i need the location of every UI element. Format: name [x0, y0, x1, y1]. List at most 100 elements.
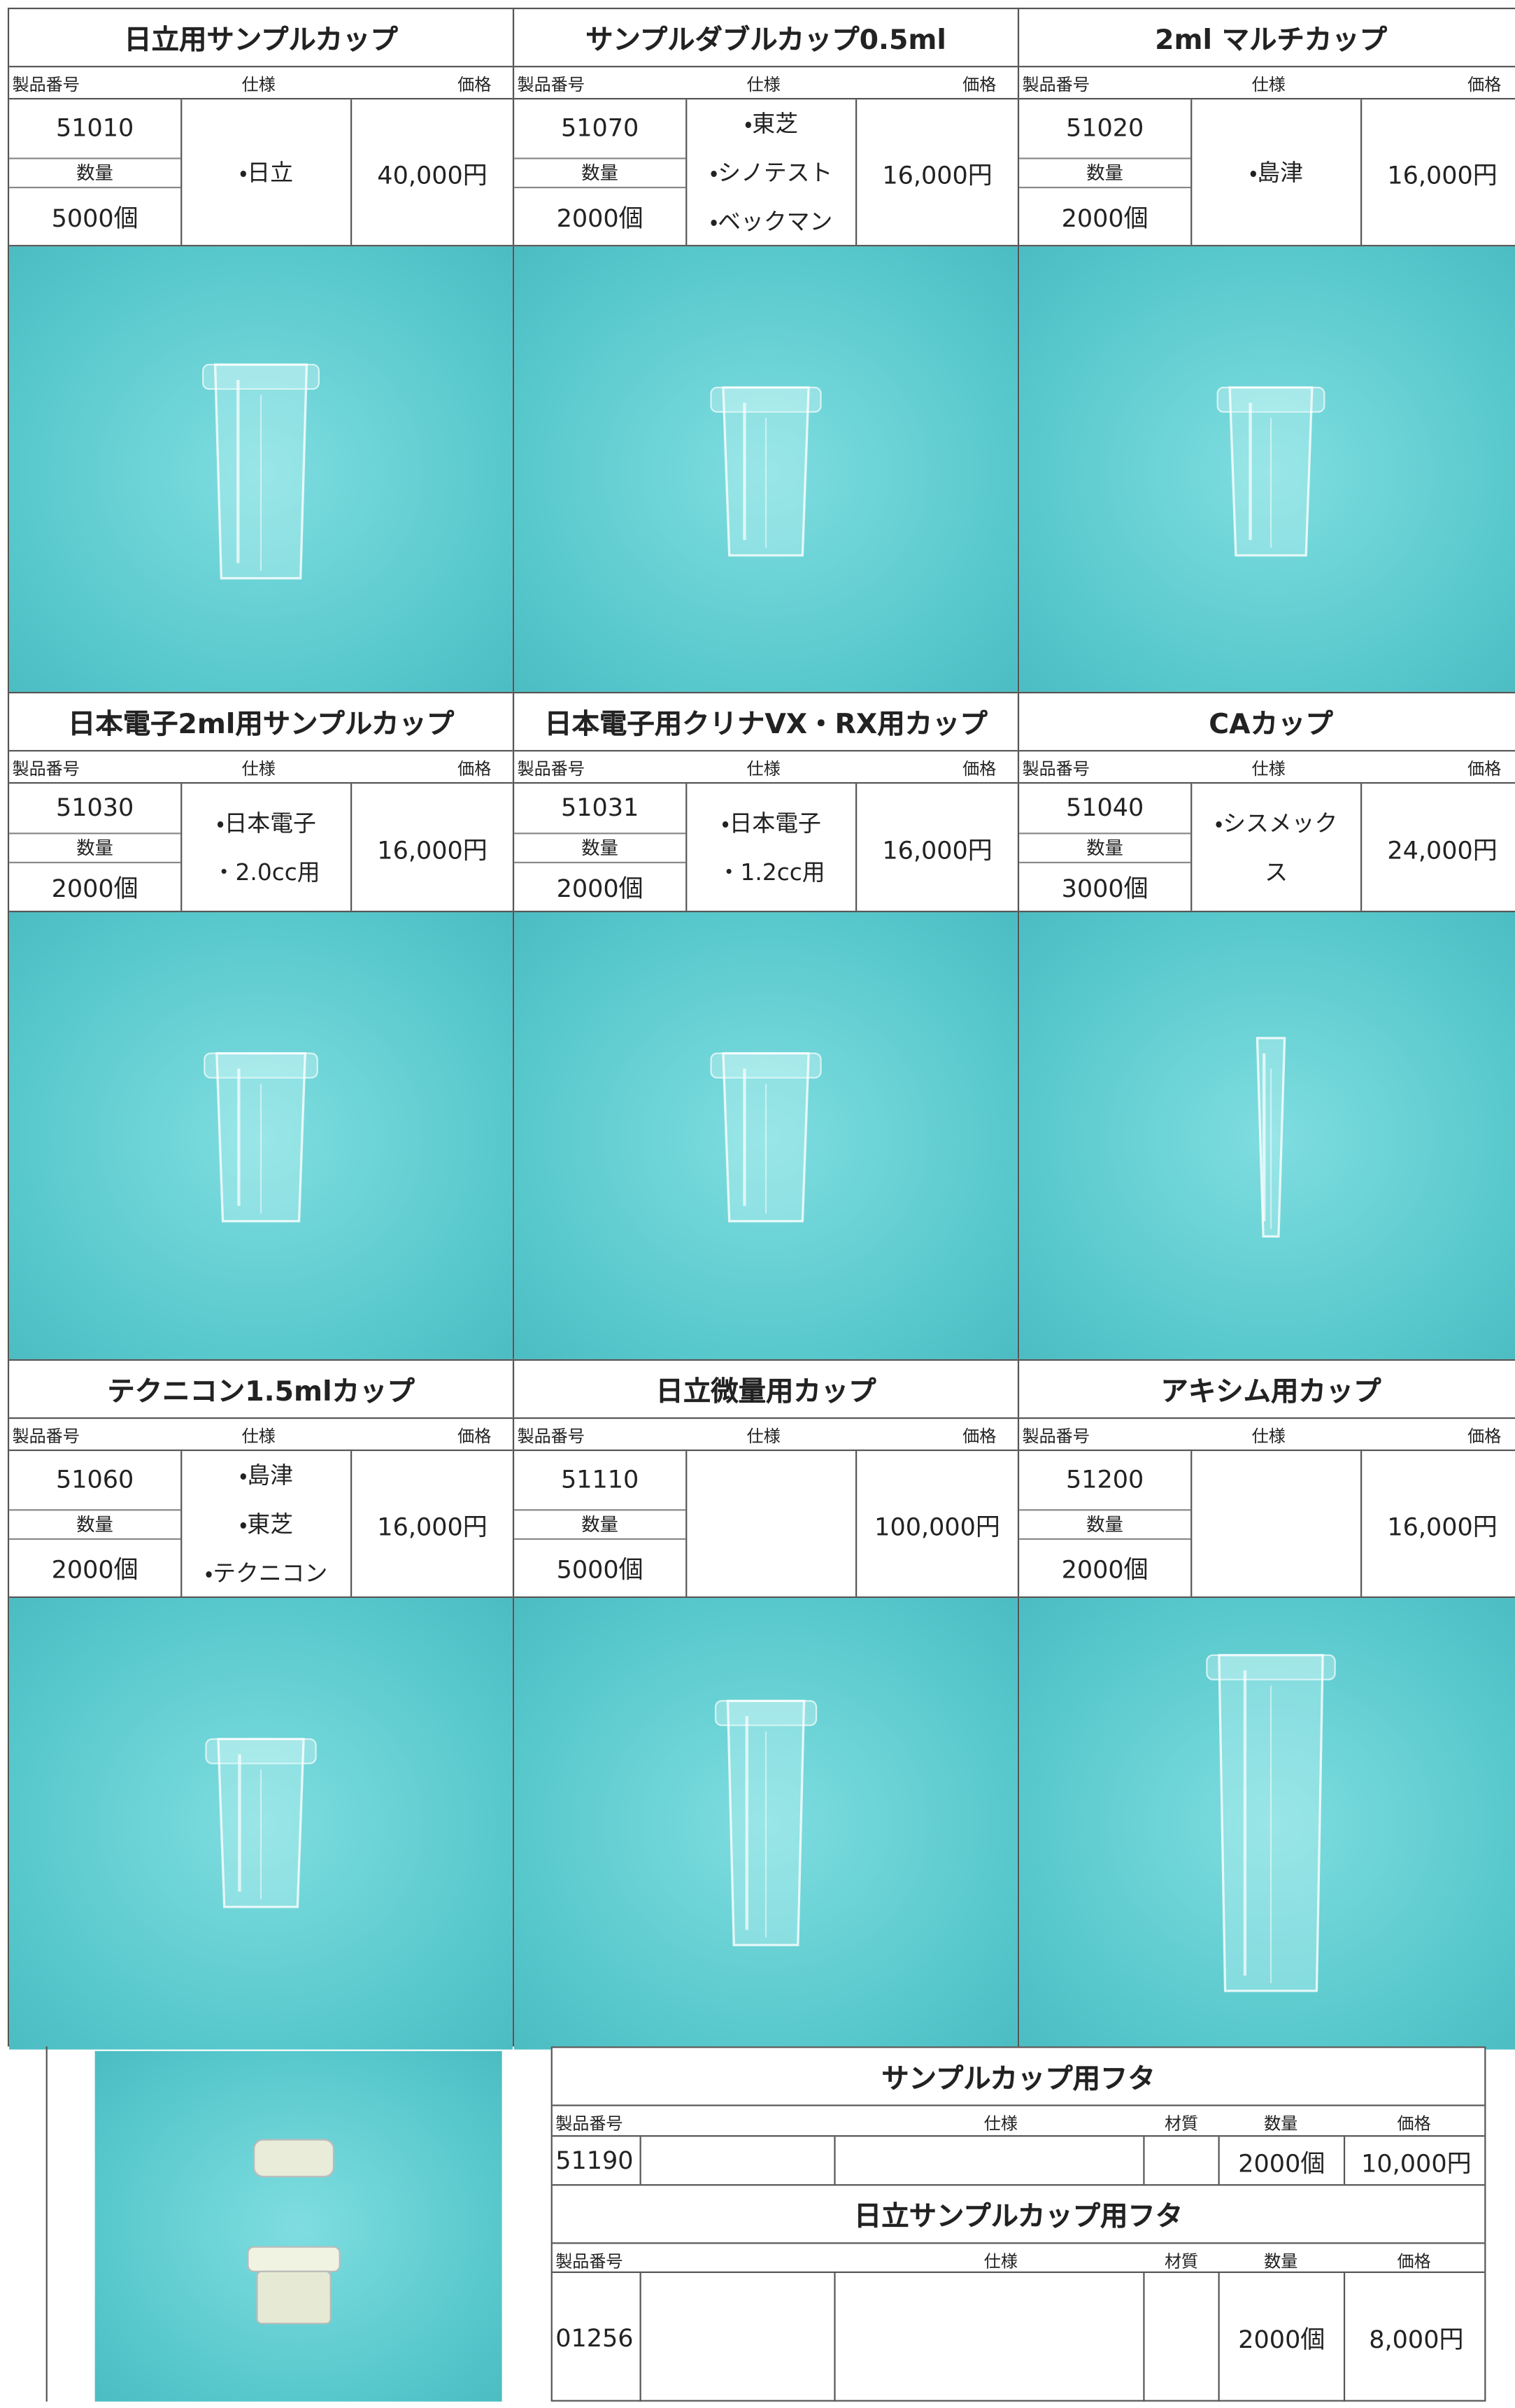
- cup-image: [202, 363, 320, 580]
- spec-label: 仕様: [1251, 759, 1286, 779]
- spec-line: ・シノテスト: [710, 158, 833, 186]
- cup-image: [204, 1051, 318, 1223]
- data-row: 51030 数量 2000個 ・日本電子 ・2.0cc用 16,000円: [9, 784, 513, 912]
- code-column: 51010 数量 5000個: [9, 99, 183, 246]
- quantity-label: 数量: [514, 157, 686, 188]
- spec-line: ・2.0cc用: [212, 858, 320, 886]
- product-photo: [9, 912, 513, 1364]
- product-title: アキシム用カップ: [1019, 1361, 1515, 1419]
- spec-line: ・東芝: [744, 109, 799, 137]
- data-row: 51110 数量 5000個 100,000円: [514, 1451, 1018, 1599]
- material-label: 材質: [1164, 2251, 1199, 2272]
- quantity-label: 数量: [9, 832, 181, 863]
- data-row: 51040 数量 3000個 ・シスメックス 24,000円: [1019, 784, 1515, 912]
- quantity: 3000個: [1061, 874, 1148, 904]
- spec-label: 仕様: [1251, 75, 1286, 95]
- quantity: 2000個: [51, 874, 138, 904]
- product-photo: [1019, 912, 1515, 1364]
- product-photo: [514, 246, 1018, 698]
- lid-title: サンプルカップ用フタ: [552, 2048, 1485, 2106]
- spec-label: 仕様: [746, 759, 781, 779]
- product-title: 2ml マルチカップ: [1019, 9, 1515, 68]
- lid-cell: [836, 2273, 1145, 2402]
- product-cell: テクニコン1.5mlカップ 製品番号 仕様 価格 51060 数量 2000個 ・島津 ・東芝・…: [7, 1359, 515, 2050]
- spec-line: ・テクニコン: [205, 1559, 328, 1587]
- header-row: 製品番号 仕様 価格: [1019, 1419, 1515, 1452]
- quantity: 5000個: [556, 1555, 643, 1585]
- material-label: 材質: [1164, 2113, 1199, 2134]
- quantity-label: 数量: [514, 1508, 686, 1539]
- product-code: 51030: [55, 793, 134, 823]
- code-label: 製品番号: [12, 75, 80, 95]
- product-code: 51040: [1065, 793, 1144, 823]
- code-label: 製品番号: [555, 2251, 623, 2272]
- price-label: 価格: [457, 759, 492, 779]
- quantity-label: 数量: [1019, 1508, 1191, 1539]
- header-row: 製品番号 仕様 価格: [514, 1419, 1018, 1452]
- product-code: 51031: [560, 793, 639, 823]
- code-label: 製品番号: [12, 1426, 80, 1447]
- product-title: テクニコン1.5mlカップ: [9, 1361, 513, 1419]
- product-title: CAカップ: [1019, 693, 1515, 752]
- lid-cell: 2000個: [1220, 2137, 1346, 2185]
- header-row: 製品番号 仕様 価格: [9, 67, 513, 100]
- price-label: 価格: [457, 75, 492, 95]
- spec-line: ・日本電子: [216, 809, 316, 837]
- lid-cell: 51190: [553, 2137, 641, 2185]
- quantity: 2000個: [1061, 1555, 1148, 1585]
- lid-cell: [1145, 2137, 1220, 2185]
- quantity-label: 数量: [1264, 2251, 1298, 2272]
- lid-table: サンプルカップ用フタ 製品番号 仕様 材質 数量 価格 51190 2000個 10,000円日…: [550, 2046, 1486, 2402]
- spec-label: 仕様: [1251, 1426, 1286, 1447]
- lid-photo: [94, 2051, 502, 2402]
- code-label: 製品番号: [517, 759, 585, 779]
- spec-label: 仕様: [983, 2251, 1018, 2272]
- quantity-label: 数量: [9, 157, 181, 188]
- data-row: 51010 数量 5000個 ・日立 40,000円: [9, 99, 513, 247]
- price: 16,000円: [1387, 160, 1498, 190]
- product-cell: 日本電子2ml用サンプルカップ 製品番号 仕様 価格 51030 数量 2000個 ・日本電子…: [7, 691, 515, 1364]
- cup-image: [710, 1051, 822, 1223]
- spec-column: ・日本電子・2.0cc用: [182, 784, 353, 911]
- code-label: 製品番号: [12, 759, 80, 779]
- code-label: 製品番号: [1022, 75, 1090, 95]
- lid-cell: 10,000円: [1361, 2148, 1472, 2178]
- spec-label: 仕様: [983, 2113, 1018, 2134]
- lid-cell: [641, 2273, 836, 2402]
- code-column: 51031 数量 2000個: [514, 784, 688, 911]
- price: 24,000円: [1387, 835, 1498, 865]
- price-label: 価格: [1467, 759, 1502, 779]
- product-code: 51060: [55, 1465, 134, 1494]
- cup-image: [710, 386, 822, 557]
- spec-line: ・シスメック: [1215, 809, 1338, 837]
- quantity: 2000個: [51, 1555, 138, 1585]
- product-code: 51200: [1065, 1465, 1144, 1494]
- code-label: 製品番号: [555, 2113, 623, 2134]
- code-column: 51200 数量 2000個: [1019, 1451, 1193, 1596]
- spec-line: ・ベックマン: [710, 207, 833, 235]
- code-column: 51110 数量 5000個: [514, 1451, 688, 1596]
- price-label: 価格: [1397, 2113, 1431, 2134]
- lid-title: 日立サンプルカップ用フタ: [552, 2186, 1485, 2244]
- cup-image: [1256, 1037, 1286, 1238]
- product-title: 日本電子2ml用サンプルカップ: [9, 693, 513, 752]
- price-label: 価格: [962, 759, 997, 779]
- product-photo: [9, 246, 513, 698]
- data-row: 51020 数量 2000個 ・島津 16,000円: [1019, 99, 1515, 247]
- header-row: 製品番号 仕様 価格: [514, 751, 1018, 784]
- lid-header: 製品番号 仕様 材質 数量 価格: [552, 2106, 1485, 2137]
- product-code: 51110: [560, 1465, 639, 1494]
- lid-cell: 2000個: [1220, 2273, 1346, 2402]
- lid-cell: [641, 2137, 836, 2185]
- data-row: 51070 数量 2000個 ・東芝 ・シノテスト ・ベックマン 16,000円: [514, 99, 1018, 247]
- product-title: サンプルダブルカップ0.5ml: [514, 9, 1018, 68]
- product-cell: 日立微量用カップ 製品番号 仕様 価格 51110 数量 5000個 100,000円: [512, 1359, 1020, 2050]
- product-code: 51020: [1065, 113, 1144, 143]
- product-cell: サンプルダブルカップ0.5ml 製品番号 仕様 価格 51070 数量 2000個 ・東芝 ・シ…: [512, 7, 1020, 698]
- spec-label: 仕様: [241, 75, 276, 95]
- quantity: 2000個: [556, 204, 643, 234]
- lid-cell: 8,000円: [1369, 2325, 1464, 2354]
- product-title: 日立微量用カップ: [514, 1361, 1018, 1419]
- frame-left: [45, 2046, 48, 2402]
